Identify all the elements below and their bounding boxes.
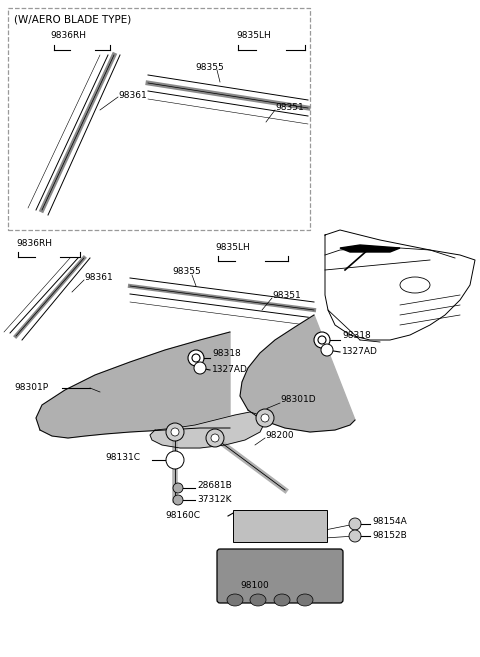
Text: 98154A: 98154A xyxy=(372,518,407,526)
Text: 98318: 98318 xyxy=(212,350,241,359)
Text: 98152B: 98152B xyxy=(372,532,407,541)
Text: 98318: 98318 xyxy=(342,332,371,340)
Circle shape xyxy=(211,434,219,442)
Text: 9835LH: 9835LH xyxy=(215,244,250,252)
Circle shape xyxy=(173,495,183,505)
Text: 1327AD: 1327AD xyxy=(342,348,378,357)
Text: 1327AD: 1327AD xyxy=(212,365,248,374)
Circle shape xyxy=(171,428,179,436)
Text: (W/AERO BLADE TYPE): (W/AERO BLADE TYPE) xyxy=(14,15,131,25)
FancyBboxPatch shape xyxy=(8,8,310,230)
Circle shape xyxy=(256,409,274,427)
Text: 28681B: 28681B xyxy=(197,482,232,491)
Circle shape xyxy=(206,429,224,447)
Circle shape xyxy=(166,451,184,469)
Text: 98301D: 98301D xyxy=(280,396,316,405)
Text: 98351: 98351 xyxy=(272,292,301,300)
Circle shape xyxy=(318,336,326,344)
Text: 98200: 98200 xyxy=(265,430,294,440)
Text: 98351: 98351 xyxy=(275,102,304,112)
Polygon shape xyxy=(36,332,230,438)
Text: 98355: 98355 xyxy=(195,62,224,72)
Ellipse shape xyxy=(250,594,266,606)
Text: 98355: 98355 xyxy=(172,267,201,275)
Circle shape xyxy=(349,530,361,542)
Circle shape xyxy=(349,518,361,530)
Circle shape xyxy=(261,414,269,422)
Text: 98131C: 98131C xyxy=(105,453,140,463)
Text: 98361: 98361 xyxy=(84,273,113,283)
Text: 98361: 98361 xyxy=(118,91,147,99)
FancyBboxPatch shape xyxy=(217,549,343,603)
Circle shape xyxy=(173,483,183,493)
Polygon shape xyxy=(240,315,355,432)
Text: 98160C: 98160C xyxy=(165,512,200,520)
Text: 98301P: 98301P xyxy=(14,384,48,392)
Circle shape xyxy=(188,350,204,366)
Circle shape xyxy=(194,362,206,374)
Circle shape xyxy=(166,423,184,441)
FancyBboxPatch shape xyxy=(233,510,327,542)
Ellipse shape xyxy=(227,594,243,606)
Polygon shape xyxy=(150,412,265,448)
Ellipse shape xyxy=(297,594,313,606)
Text: 37312K: 37312K xyxy=(197,495,231,505)
Text: 9836RH: 9836RH xyxy=(50,32,86,41)
Polygon shape xyxy=(340,245,400,252)
Circle shape xyxy=(192,354,200,362)
Text: 9835LH: 9835LH xyxy=(236,32,271,41)
Circle shape xyxy=(314,332,330,348)
Circle shape xyxy=(321,344,333,356)
Text: 9836RH: 9836RH xyxy=(16,240,52,248)
Ellipse shape xyxy=(274,594,290,606)
Text: 98100: 98100 xyxy=(240,581,269,589)
